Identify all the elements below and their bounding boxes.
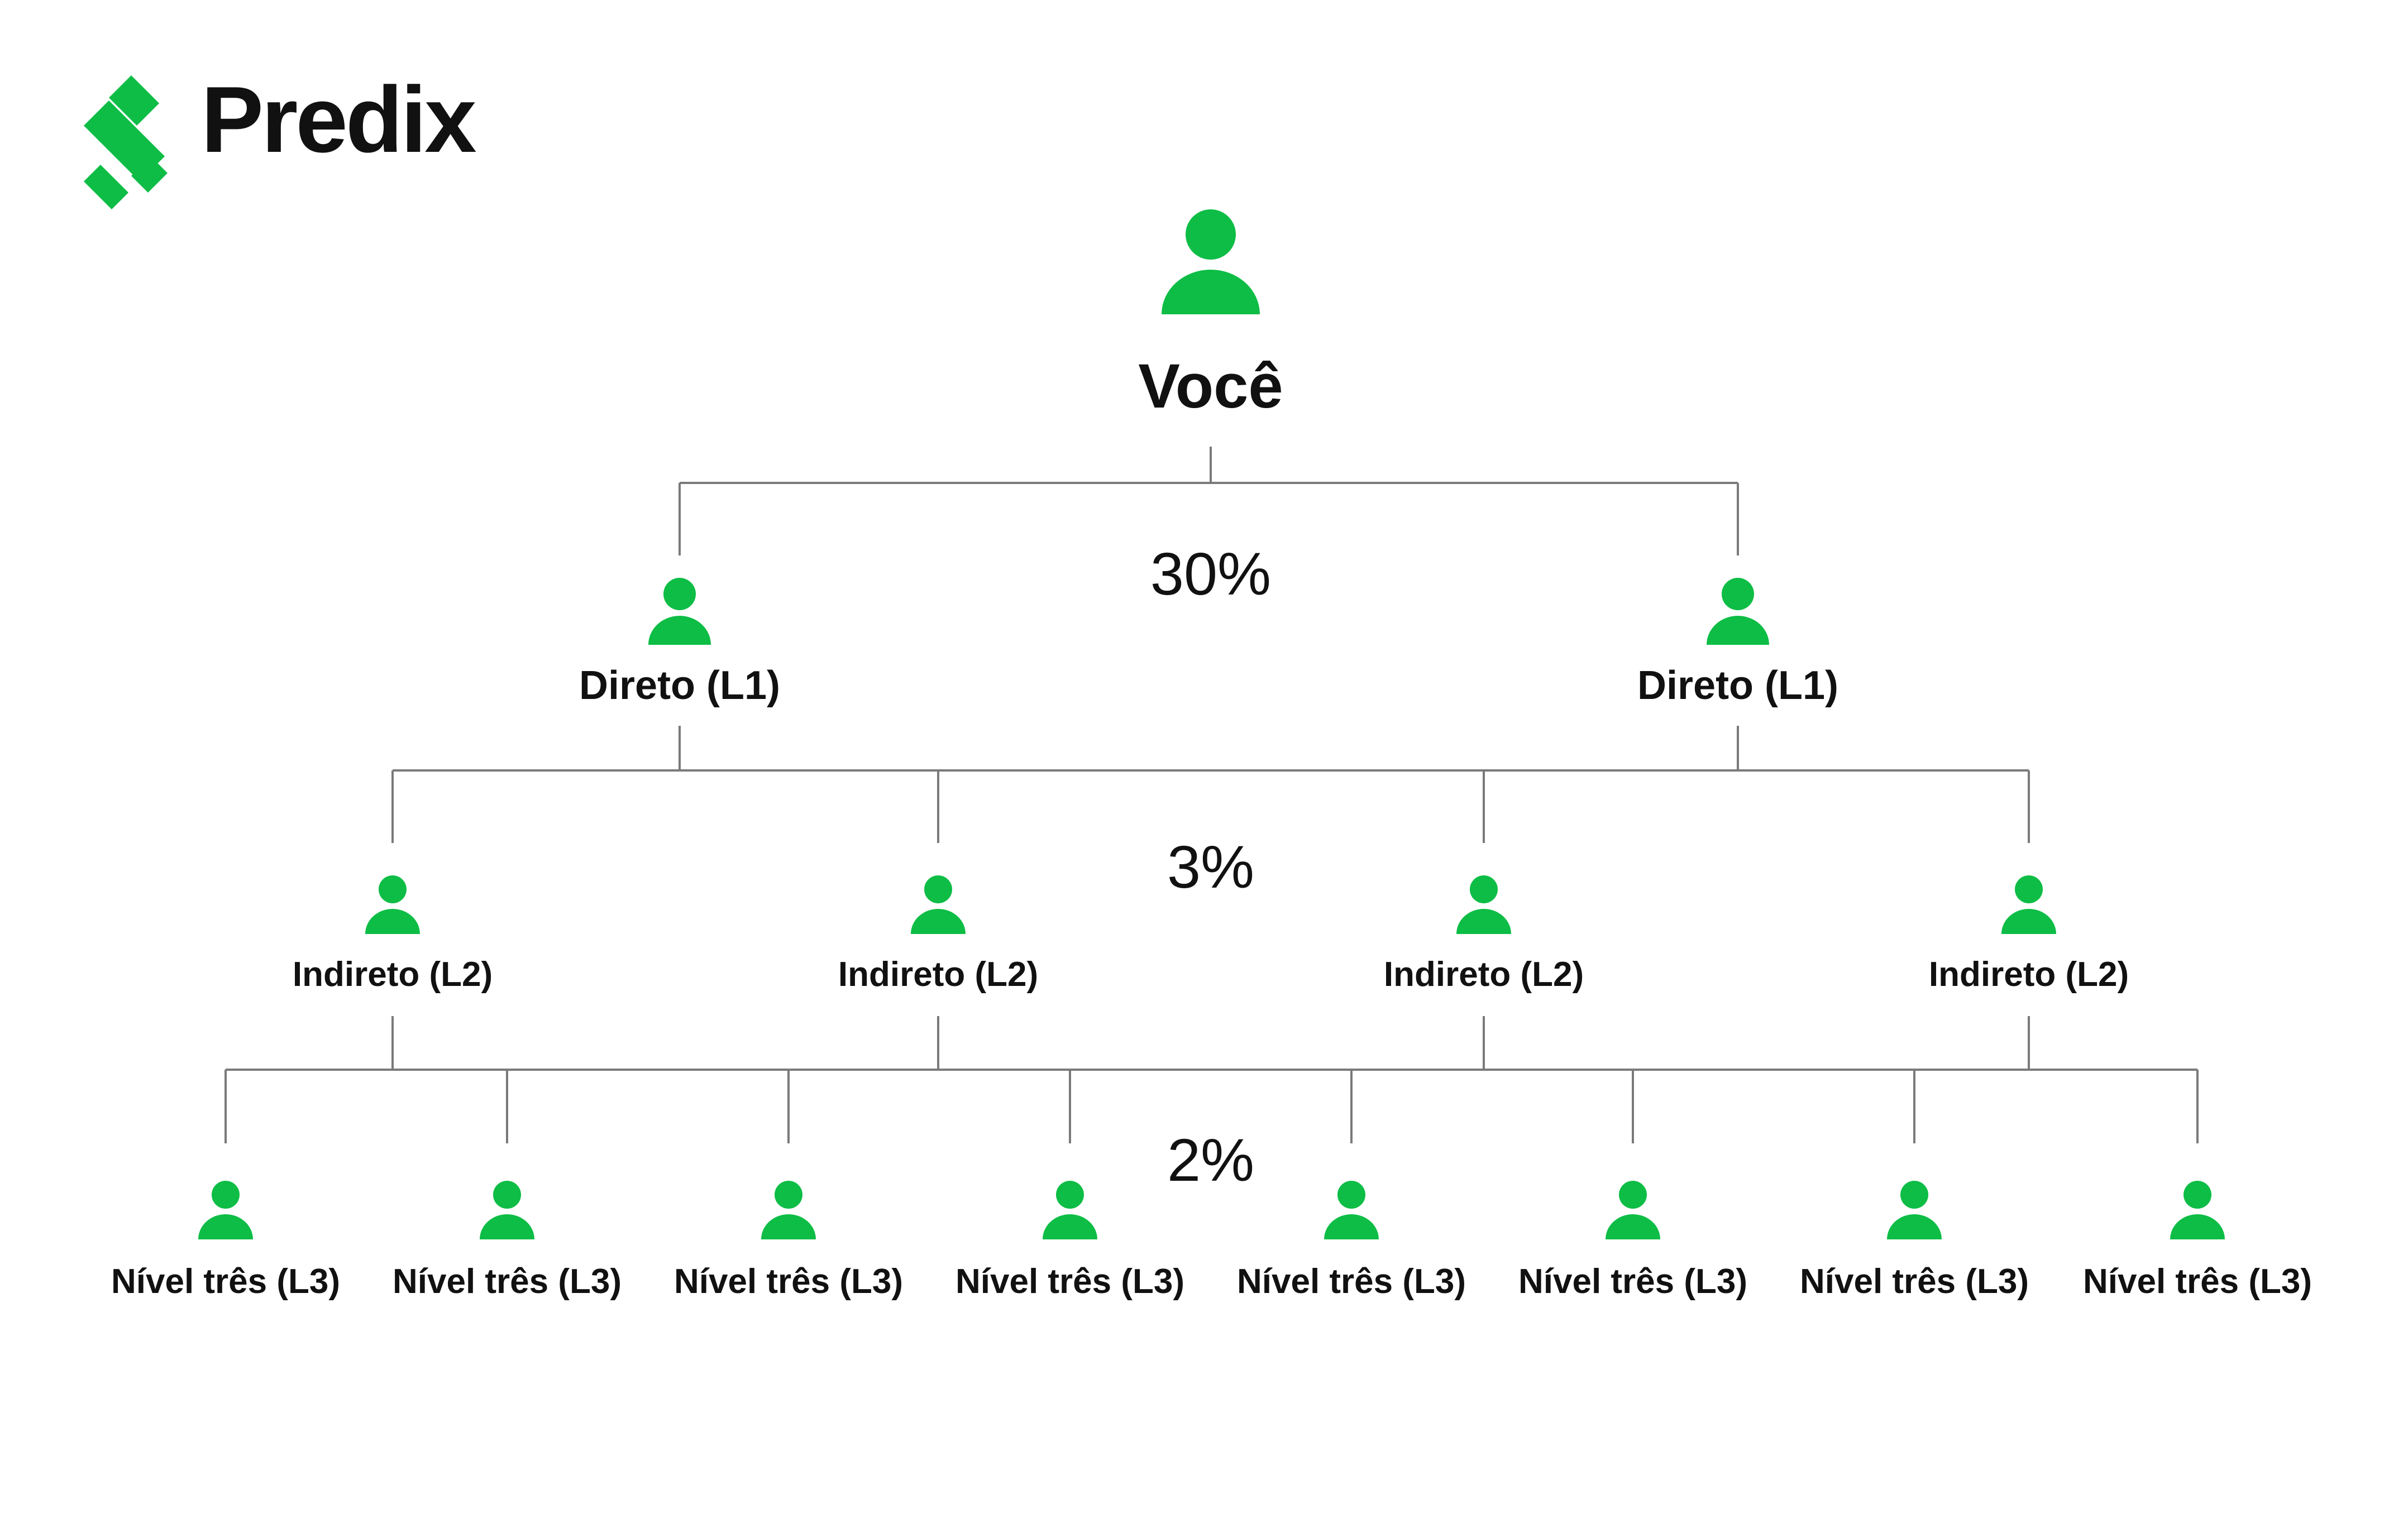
- level-3-label: Nível três (L3): [1800, 1262, 2029, 1301]
- level-2-node: Indireto (L2): [1929, 875, 2129, 994]
- person-icon: [1043, 1181, 1097, 1239]
- level-2-label: Indireto (L2): [1384, 955, 1584, 994]
- level-3-node: Nível três (L3): [1237, 1181, 1466, 1301]
- person-icon: [2170, 1181, 2225, 1239]
- level-3-rate: 2%: [1167, 1126, 1254, 1194]
- person-icon: [198, 1181, 253, 1239]
- level-3-node: Nível três (L3): [955, 1181, 1184, 1301]
- level-2-node: Indireto (L2): [1384, 875, 1584, 994]
- level-2-rate: 3%: [1167, 833, 1254, 901]
- level-3-label: Nível três (L3): [393, 1262, 622, 1301]
- level-1-node: Direto (L1): [579, 578, 780, 708]
- level-1-node: Direto (L1): [1637, 578, 1838, 708]
- level-3-label: Nível três (L3): [674, 1262, 903, 1301]
- level-2-label: Indireto (L2): [293, 955, 493, 994]
- level-3-label: Nível três (L3): [111, 1262, 340, 1301]
- brand-name: Predix: [201, 67, 476, 172]
- brand-logo: Predix: [84, 67, 479, 209]
- level-3-node: Nível três (L3): [393, 1181, 622, 1301]
- person-icon: [911, 875, 966, 934]
- tree-connectors: [224, 447, 2199, 1143]
- person-icon: [1324, 1181, 1379, 1239]
- level-3-node: Nível três (L3): [2083, 1181, 2312, 1301]
- level-2-node: Indireto (L2): [838, 875, 1038, 994]
- level-2-label: Indireto (L2): [1929, 955, 2129, 994]
- level-3-node: Nível três (L3): [111, 1181, 340, 1301]
- person-icon: [365, 875, 420, 934]
- level-2-label: Indireto (L2): [838, 955, 1038, 994]
- level-3-label: Nível três (L3): [2083, 1262, 2312, 1301]
- person-icon: [1162, 209, 1260, 314]
- level-3-node: Nível três (L3): [1800, 1181, 2029, 1301]
- person-icon: [1707, 578, 1769, 645]
- person-icon: [1887, 1181, 1942, 1239]
- percent-cross-logo-icon: [84, 75, 168, 209]
- level-2-node: Indireto (L2): [293, 875, 493, 994]
- person-icon: [648, 578, 711, 645]
- person-icon: [2001, 875, 2056, 934]
- level-3-node: Nível três (L3): [1518, 1181, 1747, 1301]
- person-icon: [761, 1181, 816, 1239]
- level-3-label: Nível três (L3): [955, 1262, 1184, 1301]
- person-icon: [1456, 875, 1511, 934]
- level-3-label: Nível três (L3): [1518, 1262, 1747, 1301]
- level-3-node: Nível três (L3): [674, 1181, 903, 1301]
- level-1-rate: 30%: [1150, 540, 1271, 607]
- root-node: Você: [1138, 209, 1283, 421]
- root-label: Você: [1138, 351, 1283, 421]
- person-icon: [480, 1181, 534, 1239]
- level-3-label: Nível três (L3): [1237, 1262, 1466, 1301]
- level-1-label: Direto (L1): [579, 663, 780, 708]
- person-icon: [1606, 1181, 1660, 1239]
- level-1-label: Direto (L1): [1637, 663, 1838, 708]
